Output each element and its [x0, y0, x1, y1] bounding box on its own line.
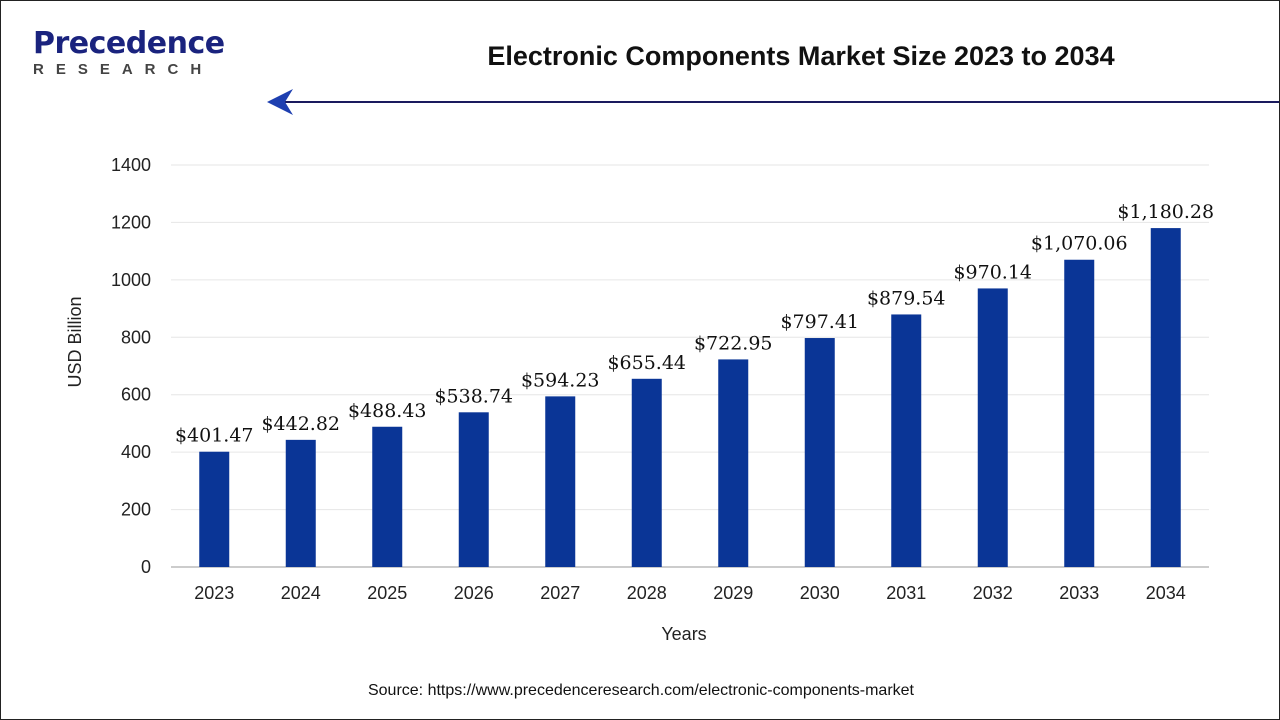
x-tick-label: 2029 — [713, 583, 753, 603]
x-tick-label: 2032 — [973, 583, 1013, 603]
x-tick-label: 2024 — [281, 583, 321, 603]
bar-2032 — [977, 288, 1008, 567]
x-tick-label: 2023 — [194, 583, 234, 603]
data-label: $655.44 — [607, 352, 686, 374]
y-tick-label: 1400 — [111, 155, 151, 175]
y-tick-label: 400 — [121, 442, 151, 462]
y-tick-label: 600 — [121, 385, 151, 405]
chart-title: Electronic Components Market Size 2023 t… — [487, 41, 1115, 71]
bar-2030 — [804, 338, 835, 567]
data-label: $594.23 — [521, 369, 600, 391]
x-tick-label: 2028 — [627, 583, 667, 603]
arrow-left-icon — [267, 89, 293, 115]
y-tick-label: 1200 — [111, 212, 151, 232]
bar-2024 — [285, 439, 316, 567]
bar-2033 — [1064, 259, 1095, 567]
bar-2025 — [372, 426, 403, 567]
data-label: $797.41 — [780, 311, 859, 333]
bar-2031 — [891, 314, 922, 567]
header-divider — [281, 101, 1279, 103]
data-label: $970.14 — [953, 261, 1032, 283]
bar-2026 — [458, 412, 489, 567]
data-label: $442.82 — [261, 413, 340, 435]
x-tick-label: 2034 — [1146, 583, 1186, 603]
bar-2023 — [199, 451, 230, 567]
data-label: $488.43 — [348, 400, 427, 422]
y-axis-label: USD Billion — [65, 296, 85, 387]
data-label: $1,180.28 — [1117, 201, 1214, 223]
bar-2034 — [1150, 228, 1181, 567]
bar-2027 — [545, 396, 576, 567]
y-tick-label: 200 — [121, 500, 151, 520]
x-tick-label: 2030 — [800, 583, 840, 603]
x-axis-label: Years — [661, 624, 706, 644]
bar-2029 — [718, 359, 749, 567]
data-label: $879.54 — [867, 287, 946, 309]
x-tick-label: 2026 — [454, 583, 494, 603]
y-tick-label: 800 — [121, 327, 151, 347]
x-tick-label: 2027 — [540, 583, 580, 603]
source-note: Source: https://www.precedenceresearch.c… — [367, 682, 914, 699]
logo-subtext: RESEARCH — [33, 61, 214, 78]
logo-text: Precedence — [33, 26, 225, 61]
x-tick-label: 2033 — [1059, 583, 1099, 603]
x-tick-label: 2031 — [886, 583, 926, 603]
logo: Precedence RESEARCH — [33, 26, 225, 79]
y-tick-label: 0 — [141, 557, 151, 577]
y-tick-label: 1000 — [111, 270, 151, 290]
data-label: $401.47 — [175, 425, 254, 447]
bar-2028 — [631, 378, 662, 567]
data-label: $722.95 — [694, 332, 773, 354]
x-tick-label: 2025 — [367, 583, 407, 603]
data-label: $538.74 — [434, 385, 513, 407]
data-label: $1,070.06 — [1031, 233, 1128, 255]
